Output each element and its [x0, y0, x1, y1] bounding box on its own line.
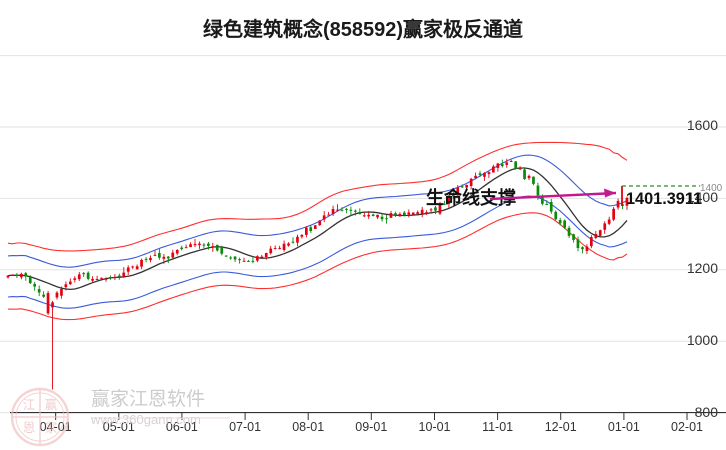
svg-text:08-01: 08-01: [292, 420, 324, 434]
svg-text:10-01: 10-01: [419, 420, 451, 434]
svg-text:1401.3911: 1401.3911: [626, 190, 702, 208]
svg-text:江: 江: [23, 398, 36, 412]
svg-text:www.360gann.com: www.360gann.com: [90, 412, 201, 427]
svg-text:07-01: 07-01: [229, 420, 261, 434]
svg-text:赢家江恩软件: 赢家江恩软件: [91, 388, 205, 410]
svg-text:赢: 赢: [45, 397, 58, 412]
svg-text:09-01: 09-01: [355, 420, 387, 434]
svg-text:01-01: 01-01: [608, 420, 640, 434]
svg-text:家: 家: [45, 420, 58, 435]
svg-text:恩: 恩: [23, 421, 36, 435]
svg-text:1600: 1600: [687, 117, 718, 133]
svg-text:1400: 1400: [700, 183, 723, 194]
svg-text:11-01: 11-01: [482, 420, 513, 434]
svg-text:1000: 1000: [687, 332, 718, 348]
svg-text:02-01: 02-01: [671, 420, 703, 434]
svg-text:800: 800: [695, 404, 719, 420]
svg-text:1200: 1200: [687, 260, 718, 276]
svg-text:12-01: 12-01: [545, 420, 577, 434]
